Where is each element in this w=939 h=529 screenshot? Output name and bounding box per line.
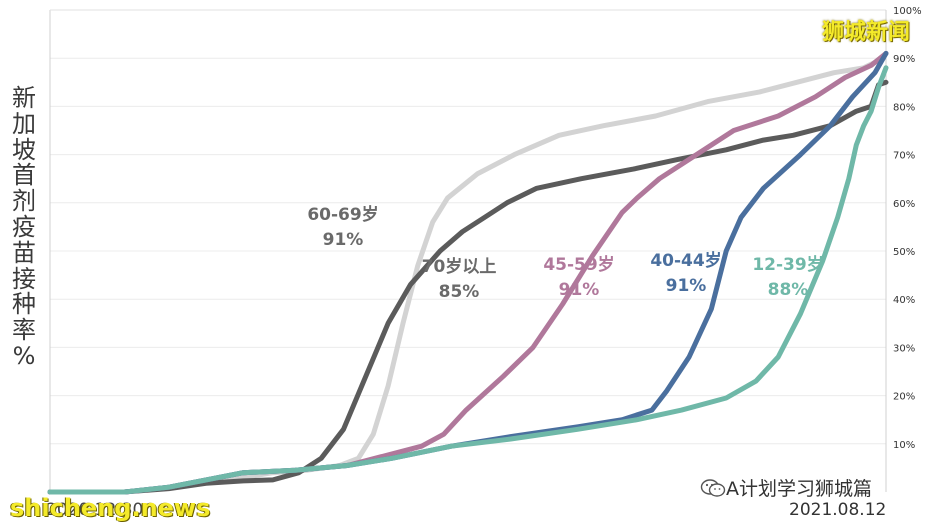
series-value-label: 91% bbox=[559, 280, 600, 300]
y-tick-label: 50% bbox=[893, 247, 915, 258]
chart-axes bbox=[49, 9, 887, 492]
series-name-label: 60-69岁 bbox=[307, 204, 378, 225]
wechat-account-name: A计划学习狮城篇 bbox=[726, 478, 872, 500]
wechat-watermark: A计划学习狮城篇 bbox=[700, 474, 872, 501]
y-axis-title-char: 率 bbox=[12, 316, 36, 345]
series-line bbox=[47, 79, 889, 495]
y-tick-label: 40% bbox=[893, 295, 915, 306]
y-tick-label: 80% bbox=[893, 102, 915, 113]
y-axis-title-char: 加 bbox=[12, 109, 36, 138]
y-tick-label: 30% bbox=[893, 343, 915, 354]
y-tick-labels: 10% 20% 30% 40% 50% 60% 70% 80% 90% 100% bbox=[893, 6, 922, 451]
y-axis-title-char: 接 bbox=[12, 264, 36, 293]
y-tick-label: 20% bbox=[893, 392, 915, 403]
site-watermark: shicheng.news bbox=[10, 494, 211, 522]
series-value-label: 91% bbox=[666, 276, 707, 296]
x-start-label: 2020.12.30 bbox=[46, 500, 144, 520]
y-axis-title-char: 苗 bbox=[12, 238, 36, 267]
series-labels: 70岁以上 85% 60-69岁 91% 45-59岁 91% 40-44岁 91% 12-39… bbox=[307, 204, 823, 302]
series-name-label: 45-59岁 bbox=[543, 254, 614, 275]
y-axis-title: 新加坡首剂疫苗接种率% bbox=[8, 84, 40, 370]
y-axis-title-char: 新 bbox=[12, 84, 36, 112]
brand-watermark: 狮城新闻 bbox=[822, 20, 911, 45]
y-axis-title-char: 疫 bbox=[12, 212, 36, 241]
series-value-label: 88% bbox=[768, 280, 809, 300]
y-axis-title-char: % bbox=[12, 341, 36, 370]
y-tick-label: 10% bbox=[893, 440, 915, 451]
series-name-label: 70岁以上 bbox=[422, 256, 497, 277]
series-line bbox=[47, 65, 889, 495]
series-name-label: 40-44岁 bbox=[650, 250, 721, 271]
wechat-icon bbox=[700, 478, 726, 498]
x-end-label: 2021.08.12 bbox=[789, 500, 887, 520]
series-value-label: 85% bbox=[439, 282, 480, 302]
y-tick-label: 70% bbox=[893, 151, 915, 162]
y-tick-label: 60% bbox=[893, 199, 915, 210]
y-axis-title-char: 剂 bbox=[12, 187, 36, 216]
y-tick-label: 100% bbox=[893, 6, 922, 17]
series-lines bbox=[47, 50, 889, 495]
y-axis-title-char: 首 bbox=[12, 161, 36, 190]
series-name-label: 12-39岁 bbox=[752, 254, 823, 275]
series-value-label: 91% bbox=[323, 230, 364, 250]
series-line bbox=[47, 50, 889, 495]
y-tick-label: 90% bbox=[893, 54, 915, 65]
y-axis-title-char: 坡 bbox=[12, 135, 36, 164]
y-axis-title-char: 种 bbox=[12, 290, 36, 319]
